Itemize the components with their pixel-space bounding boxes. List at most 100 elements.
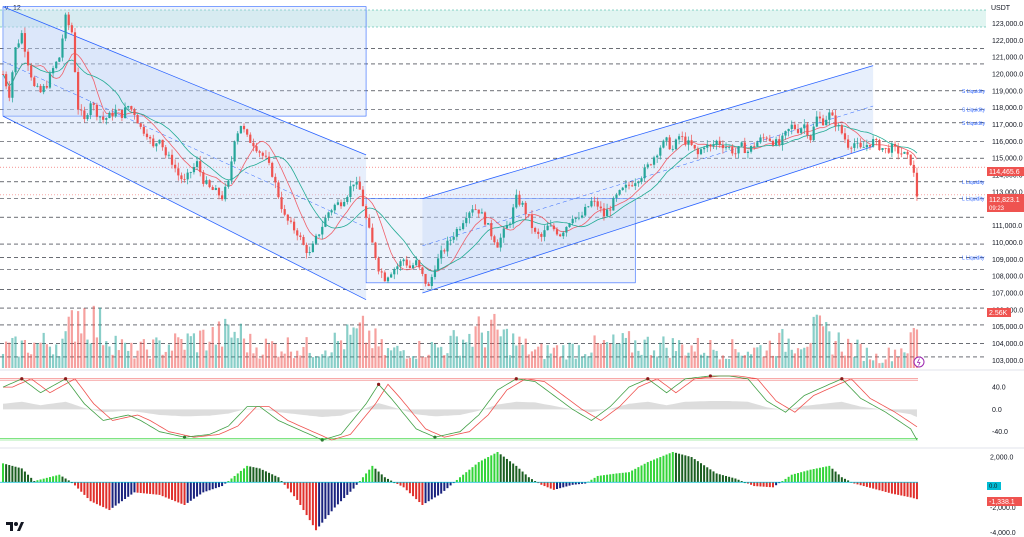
interval-label: 12 [13,5,21,12]
price-tick-label: 113,000.0 [992,189,1023,196]
macd-histogram-bar [662,455,665,483]
macd-pane[interactable] [0,452,918,531]
volume-bar [787,338,790,368]
candle-body [368,217,371,228]
volume-bar [214,344,217,368]
macd-histogram-bar [618,473,621,483]
volume-bar [784,351,787,368]
volume-bar [433,344,437,368]
macd-histogram-bar [502,456,505,483]
candle-body [599,206,602,209]
macd-histogram-bar [186,482,189,503]
macd-histogram-bar [73,482,76,486]
volume-bar [108,346,111,368]
volume-bar [174,333,177,368]
macd-histogram-bar [903,482,906,497]
volume-bar [465,342,468,368]
volume-bar [590,352,593,368]
candle-body [890,144,894,153]
price-tick-label: 119,000.0 [992,88,1023,95]
macd-histogram-bar [293,482,296,497]
macd-histogram-bar [621,472,624,483]
cross-dot [320,438,324,442]
volume-bar [840,351,843,368]
macd-histogram-bar [23,471,26,483]
volume-bar [909,332,912,368]
macd-histogram-bar [775,482,778,486]
macd-histogram-bar [859,482,862,486]
macd-histogram-bar [646,462,649,483]
macd-histogram-bar [909,482,912,498]
macd-histogram-bar [17,467,20,483]
candle-body [214,188,217,190]
volume-bar [778,332,781,368]
candle-body [318,234,321,236]
volume-bar [130,342,133,368]
macd-histogram-bar [549,482,552,489]
volume-bar [380,339,383,368]
macd-histogram-bar [812,469,815,483]
macd-histogram-bar [665,454,668,483]
volume-bar [11,337,14,368]
stochastic-pane[interactable] [0,374,918,442]
candle-body [177,168,180,176]
volume-bar [843,355,847,368]
replay-icon[interactable] [913,356,925,368]
volume-bar [815,314,818,368]
macd-histogram-bar [340,482,343,502]
macd-histogram-bar [224,482,227,484]
volume-bar [58,356,61,368]
macd-histogram-bar [853,482,856,484]
candle-body [565,226,568,233]
volume-bar [80,333,83,368]
volume-bar [149,358,152,368]
candle-body [718,140,721,145]
volume-bar [274,343,277,368]
macd-histogram-bar [230,478,233,483]
candle-body [149,137,152,139]
volume-bar [521,344,524,368]
price-pane[interactable]: S Liquidity S Liquidity S Liquidity L Liqui… [0,6,986,368]
candle-body [58,57,61,62]
macd-histogram-bar [668,453,671,483]
volume-bar [30,354,33,368]
candle-body [906,151,909,155]
cross-dot [182,435,187,439]
osc-tick-label: -40.0 [992,429,1008,436]
price-tick-label: 105,000.0 [992,324,1023,331]
macd-histogram-bar [124,482,127,499]
channel-lower-line [2,115,367,301]
volume-bar [668,357,671,368]
candle-body [170,154,174,165]
volume-bar [621,333,624,368]
volume-bar [55,344,58,368]
volume-bar [374,328,377,368]
candle-body [837,125,840,127]
tradingview-logo-icon[interactable] [6,522,24,531]
candle-body [724,147,728,149]
macd-histogram-bar [881,482,884,492]
candle-body [549,225,552,227]
candle-body [358,181,361,190]
macd-histogram-bar [427,482,430,502]
candle-body [415,260,418,266]
volume-bar [411,356,415,368]
candle-body [721,144,724,149]
candle-body [443,250,446,252]
macd-histogram-bar [155,482,158,495]
price-tick-label: 122,000.0 [992,38,1023,45]
volume-bar [399,351,402,368]
macd-histogram-bar [283,482,286,485]
candle-body [127,106,130,108]
macd-histogram-bar [174,482,177,502]
volume-bar [346,324,349,368]
macd-histogram-bar [42,478,45,483]
volume-bar [155,337,158,368]
macd-histogram-bar [45,477,48,483]
candle-body [152,138,155,147]
macd-histogram-bar [862,482,865,487]
candle-body [130,106,133,110]
candle-body [86,115,89,120]
macd-histogram-bar [399,482,402,486]
